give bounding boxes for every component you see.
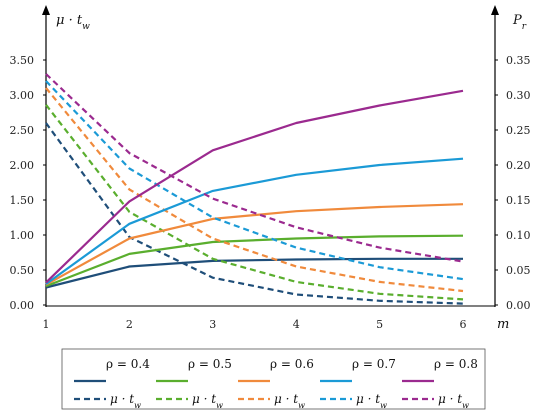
- legend: ρ = 0.4 μ · tw ρ = 0.5 μ · tw ρ = 0.6 μ · tw ρ…: [74, 357, 478, 410]
- y-right-label: Pr: [512, 13, 527, 32]
- x-axis-label: m: [497, 317, 509, 332]
- legend-rho-label: ρ = 0.6: [270, 357, 314, 371]
- right-tick-labels: 0.00 0.05 0.10 0.15 0.20 0.25 0.30 0.35: [495, 54, 531, 312]
- series-dashed-line-3: [45, 87, 464, 293]
- y-left-label-sub: w: [82, 22, 90, 32]
- y-right-label-p: P: [512, 13, 522, 28]
- x-tick-label: 4: [293, 318, 300, 331]
- right-tick-label: 0.15: [506, 194, 531, 207]
- series-solid-line-4: [45, 157, 464, 285]
- right-tick-label: 0.25: [506, 124, 531, 137]
- right-axis-arrow: [491, 5, 499, 15]
- left-tick-label: 1.00: [10, 229, 35, 242]
- left-tick-label: 3.50: [10, 54, 35, 67]
- right-tick-label: 0.05: [506, 264, 531, 277]
- left-tick-label: 0.50: [10, 264, 35, 277]
- right-tick-label: 0.10: [506, 229, 531, 242]
- series-solid-line-2: [45, 234, 464, 288]
- left-tick-labels: 0.00 0.50 1.00 1.50 2.00 2.50 3.00 3.50: [10, 54, 46, 312]
- right-tick-label: 0.30: [506, 89, 531, 102]
- x-tick-label: 3: [209, 318, 216, 331]
- left-tick-label: 2.50: [10, 124, 35, 137]
- x-tick-label: 1: [43, 318, 50, 331]
- legend-dashed-label: μ · tw: [356, 392, 387, 410]
- left-tick-label: 3.00: [10, 89, 35, 102]
- left-tick-label: 2.00: [10, 159, 35, 172]
- left-tick-label: 0.00: [10, 299, 35, 312]
- left-tick-label: 1.50: [10, 194, 35, 207]
- legend-rho-label: ρ = 0.5: [188, 357, 232, 371]
- left-axis-arrow: [42, 5, 50, 15]
- legend-dashed-label: μ · tw: [274, 392, 305, 410]
- right-tick-label: 0.35: [506, 54, 531, 67]
- series-dashed-line-2: [45, 104, 464, 301]
- x-tick-label: 5: [376, 318, 383, 331]
- y-right-label-sub: r: [522, 22, 527, 32]
- series-dashed-line-4: [45, 80, 464, 281]
- y-left-label: μ · tw: [56, 13, 90, 32]
- legend-rho-label: ρ = 0.8: [434, 357, 478, 371]
- right-tick-label: 0.00: [506, 299, 531, 312]
- series-lines: [45, 73, 464, 305]
- x-tick-labels: 1 2 3 4 5 6: [43, 318, 467, 331]
- series-dashed-line-5: [45, 73, 464, 263]
- right-tick-label: 0.20: [506, 159, 531, 172]
- legend-dashed-label: μ · tw: [192, 392, 223, 410]
- legend-rho-label: ρ = 0.7: [352, 357, 396, 371]
- series-solid-line-5: [45, 89, 464, 284]
- legend-dashed-label: μ · tw: [438, 392, 469, 410]
- legend-rho-label: ρ = 0.4: [106, 357, 150, 371]
- x-tick-label: 2: [126, 318, 133, 331]
- series-solid-line-3: [45, 203, 464, 286]
- legend-dashed-label: μ · tw: [110, 392, 141, 410]
- y-left-label-mu: μ · t: [56, 13, 83, 28]
- series-solid-line-1: [45, 257, 463, 289]
- x-tick-label: 6: [460, 318, 467, 331]
